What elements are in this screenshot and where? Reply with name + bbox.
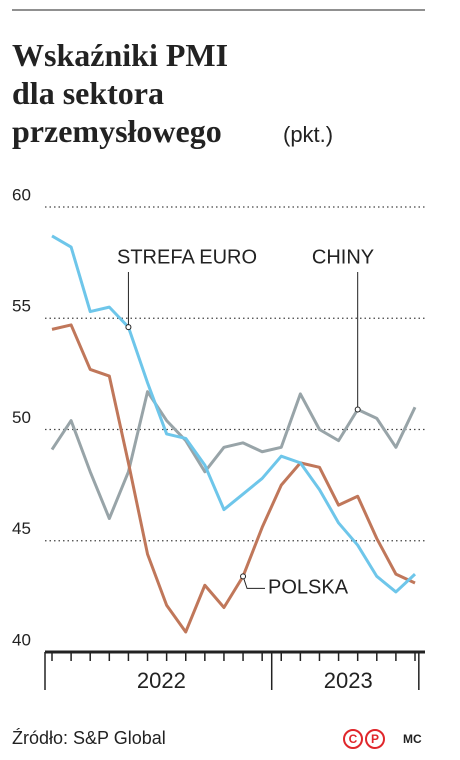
x-group-label: 2022 <box>137 668 186 693</box>
y-tick-label: 40 <box>12 630 31 649</box>
series-line <box>51 323 416 634</box>
y-tick-label: 45 <box>12 519 31 538</box>
series-label: CHINY <box>312 246 374 268</box>
author: MC <box>403 732 422 746</box>
leader-line <box>242 576 265 589</box>
logo-letter: P <box>371 732 379 746</box>
chart-title: przemysłowego <box>12 113 222 149</box>
logo-circle <box>343 729 363 749</box>
logo-letter: C <box>349 732 358 746</box>
unit: (pkt.) <box>283 122 333 147</box>
chart-title: Wskaźniki PMI <box>12 37 228 73</box>
chart-title: dla sektora <box>12 75 164 111</box>
y-tick-label: 55 <box>12 297 31 316</box>
x-group-label: 2023 <box>324 668 373 693</box>
y-tick-label: 60 <box>12 185 31 204</box>
series-line <box>51 234 417 594</box>
annotation-dot <box>240 573 247 580</box>
logo-circle <box>365 729 385 749</box>
series-label: STREFA EURO <box>117 246 257 268</box>
source: Źródło: S&P Global <box>12 728 166 748</box>
y-tick-label: 50 <box>12 408 31 427</box>
series-line <box>50 390 417 520</box>
annotation-dot <box>125 324 132 331</box>
series-label: POLSKA <box>268 577 349 599</box>
annotation-dot <box>354 406 361 413</box>
